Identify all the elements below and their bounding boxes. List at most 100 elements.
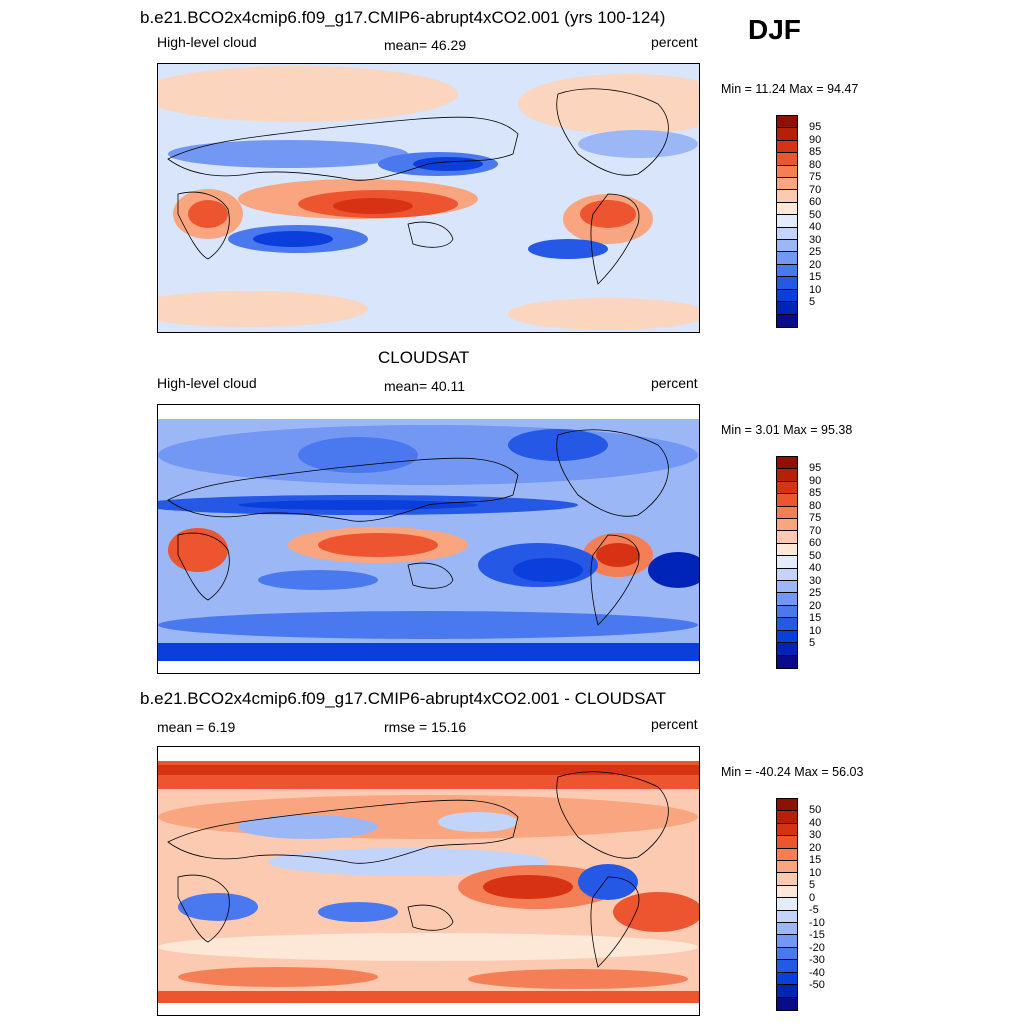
colorbar-cell (777, 469, 797, 482)
panel2-title: CLOUDSAT (378, 348, 470, 367)
colorbar-cell (777, 165, 797, 179)
colorbar-cell (777, 581, 797, 594)
colorbar-tick-label: 10 (809, 283, 822, 296)
colorbar-tick-label: -20 (809, 941, 825, 954)
colorbar-cell (777, 531, 797, 544)
colorbar-cell (777, 997, 797, 1010)
colorbar-cell (777, 923, 797, 936)
colorbar-cell (777, 519, 797, 532)
colorbar-tick-label: 50 (809, 804, 822, 817)
colorbar-cell (777, 227, 797, 241)
colorbar-tick-label: 70 (809, 524, 822, 537)
colorbar-cell (777, 252, 797, 265)
panel1-map (157, 63, 700, 333)
colorbar-cell (777, 593, 797, 606)
colorbar-cell (777, 240, 797, 253)
panel3-units-label: percent (651, 716, 698, 732)
colorbar-tick-label: 20 (809, 841, 822, 854)
colorbar-cell (777, 630, 797, 644)
panel2-minmax: Min = 3.01 Max = 95.38 (721, 423, 853, 437)
colorbar-cell (777, 873, 797, 886)
colorbar-cell (777, 823, 797, 837)
colorbar-tick-label: 25 (809, 587, 822, 600)
colorbar-cell (777, 140, 797, 154)
colorbar-cell (777, 568, 797, 582)
colorbar-tick-label: -40 (809, 966, 825, 979)
colorbar-tick-label: 40 (809, 816, 822, 829)
colorbar-cell (777, 215, 797, 228)
colorbar-cell (777, 153, 797, 166)
colorbar-cell (777, 861, 797, 874)
colorbar-cell (777, 277, 797, 290)
colorbar-tick-label: 60 (809, 196, 822, 209)
colorbar-cell (777, 202, 797, 216)
panel1-title: b.e21.BCO2x4cmip6.f09_g17.CMIP6-abrupt4x… (140, 8, 666, 27)
panel3-minmax: Min = -40.24 Max = 56.03 (721, 765, 864, 779)
colorbar-cell (777, 618, 797, 631)
panel3-mean-label: mean = 6.19 (157, 719, 236, 735)
season-label: DJF (748, 14, 801, 45)
colorbar-cell (777, 935, 797, 948)
colorbar-tick-label: 25 (809, 246, 822, 259)
colorbar-tick-label: 5 (809, 296, 816, 309)
colorbar-tick-label: 95 (809, 121, 822, 134)
colorbar-tick-label: 60 (809, 537, 822, 550)
colorbar-cell (777, 457, 797, 470)
colorbar-tick-label: 30 (809, 829, 822, 842)
panel3-rmse-label: rmse = 15.16 (384, 719, 467, 735)
colorbar-cell (777, 910, 797, 924)
colorbar-tick-label: -15 (809, 929, 825, 942)
colorbar-tick-label: 20 (809, 599, 822, 612)
colorbar-cell (777, 655, 797, 668)
colorbar-cell (777, 128, 797, 141)
panel2-colorbar (776, 456, 798, 669)
panel3-map (157, 746, 700, 1016)
colorbar-cell (777, 972, 797, 986)
colorbar-tick-label: 10 (809, 866, 822, 879)
colorbar-cell (777, 543, 797, 557)
colorbar-tick-label: 95 (809, 462, 822, 475)
colorbar-cell (777, 898, 797, 911)
colorbar-tick-label: 5 (809, 637, 816, 650)
colorbar-cell (777, 960, 797, 973)
panel3-colorbar (776, 798, 798, 1011)
colorbar-cell (777, 556, 797, 569)
colorbar-cell (777, 811, 797, 824)
colorbar-cell (777, 836, 797, 849)
panel1-colorbar (776, 115, 798, 328)
colorbar-cell (777, 264, 797, 278)
colorbar-cell (777, 605, 797, 619)
colorbar-tick-label: 50 (809, 208, 822, 221)
colorbar-cell (777, 848, 797, 862)
colorbar-tick-label: -50 (809, 979, 825, 992)
colorbar-tick-label: 0 (809, 891, 816, 904)
colorbar-tick-label: 30 (809, 233, 822, 246)
colorbar-tick-label: 40 (809, 221, 822, 234)
colorbar-cell (777, 481, 797, 495)
panel2-mean-label: mean= 40.11 (384, 378, 466, 394)
colorbar-tick-label: 90 (809, 474, 822, 487)
colorbar-tick-label: 70 (809, 183, 822, 196)
panel1-minmax: Min = 11.24 Max = 94.47 (721, 82, 859, 96)
colorbar-cell (777, 494, 797, 507)
colorbar-tick-label: -10 (809, 916, 825, 929)
panel1-mean-label: mean= 46.29 (384, 37, 467, 53)
colorbar-tick-label: -30 (809, 954, 825, 967)
colorbar-tick-label: 40 (809, 562, 822, 575)
colorbar-tick-label: 50 (809, 549, 822, 562)
panel2-map (157, 404, 700, 674)
colorbar-tick-label: -5 (809, 904, 819, 917)
colorbar-tick-label: 15 (809, 612, 822, 625)
colorbar-tick-label: 5 (809, 879, 816, 892)
colorbar-tick-label: 80 (809, 499, 822, 512)
colorbar-cell (777, 643, 797, 656)
colorbar-tick-label: 90 (809, 133, 822, 146)
colorbar-tick-label: 80 (809, 158, 822, 171)
colorbar-cell (777, 985, 797, 998)
colorbar-cell (777, 289, 797, 303)
colorbar-tick-label: 10 (809, 624, 822, 637)
panel3-title: b.e21.BCO2x4cmip6.f09_g17.CMIP6-abrupt4x… (140, 689, 666, 708)
panel1-units-label: percent (651, 34, 698, 50)
colorbar-tick-label: 20 (809, 258, 822, 271)
colorbar-cell (777, 178, 797, 191)
